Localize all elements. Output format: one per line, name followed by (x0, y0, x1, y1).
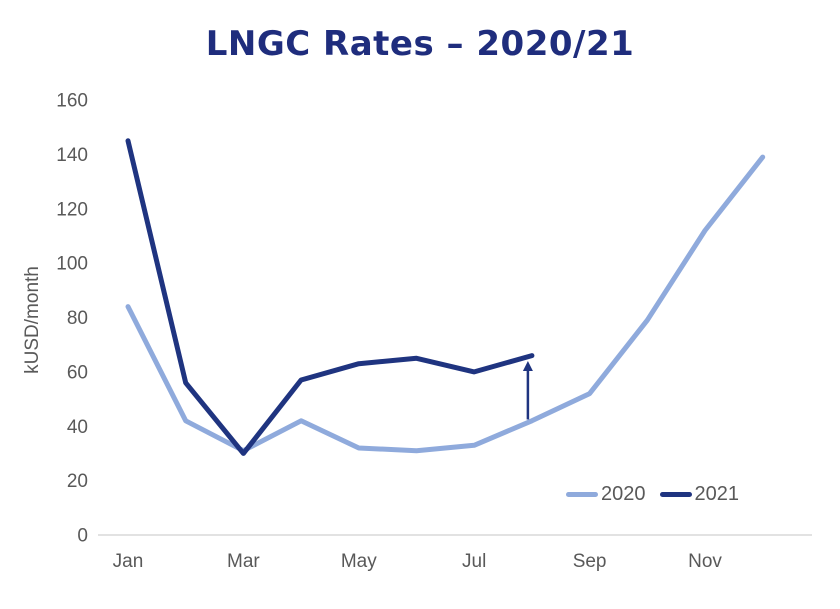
y-tick-label: 0 (77, 526, 88, 547)
y-axis-title: kUSD/month (22, 266, 43, 374)
y-tick-label: 120 (56, 199, 88, 220)
series-line-2021 (125, 138, 535, 456)
y-tick-label: 60 (67, 362, 88, 383)
x-tick-label: Jul (462, 551, 486, 572)
chart-title: LNGC Rates – 2020/21 (205, 24, 635, 64)
y-tick-label: 40 (67, 417, 88, 438)
increase-arrow-head (522, 361, 533, 371)
x-tick-label: Mar (227, 551, 260, 572)
y-tick-label: 140 (56, 145, 88, 166)
legend: 2020 2021 (566, 483, 739, 506)
legend-label-2021: 2021 (694, 483, 740, 505)
legend-swatch-2021 (659, 492, 692, 497)
y-tick-label: 100 (56, 254, 88, 275)
legend-label-2020: 2020 (601, 483, 646, 505)
x-tick-label: Jan (113, 551, 144, 572)
y-tick-label: 80 (67, 308, 88, 329)
y-tick-label: 20 (67, 471, 88, 492)
y-tick-label: 160 (56, 91, 88, 112)
legend-item-2020: 2020 (566, 483, 646, 506)
legend-swatch-2020 (566, 492, 598, 497)
x-tick-label: May (341, 551, 377, 572)
x-tick-label: Sep (573, 551, 607, 572)
x-tick-label: Nov (688, 551, 722, 572)
legend-item-2021: 2021 (659, 483, 740, 506)
series-line-2020 (125, 154, 766, 454)
